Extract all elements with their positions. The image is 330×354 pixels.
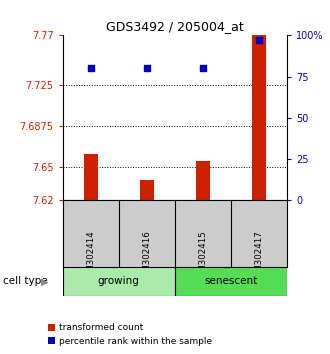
Title: GDS3492 / 205004_at: GDS3492 / 205004_at	[106, 20, 244, 33]
Text: GSM302416: GSM302416	[142, 230, 151, 283]
Text: ▶: ▶	[41, 276, 48, 286]
Point	[256, 38, 262, 43]
Text: cell type: cell type	[3, 276, 48, 286]
Legend: transformed count, percentile rank within the sample: transformed count, percentile rank withi…	[44, 320, 216, 349]
Point	[88, 65, 93, 71]
Bar	[196, 160, 210, 200]
Text: GSM302414: GSM302414	[86, 230, 95, 283]
Bar	[84, 154, 98, 200]
Text: GSM302415: GSM302415	[198, 230, 208, 283]
Bar	[252, 35, 266, 200]
Bar	[175, 267, 287, 296]
Text: growing: growing	[98, 276, 140, 286]
Text: senescent: senescent	[204, 276, 258, 286]
Point	[200, 65, 206, 71]
Bar	[140, 180, 154, 200]
Point	[144, 65, 149, 71]
Text: GSM302417: GSM302417	[254, 230, 264, 283]
Bar	[63, 267, 175, 296]
